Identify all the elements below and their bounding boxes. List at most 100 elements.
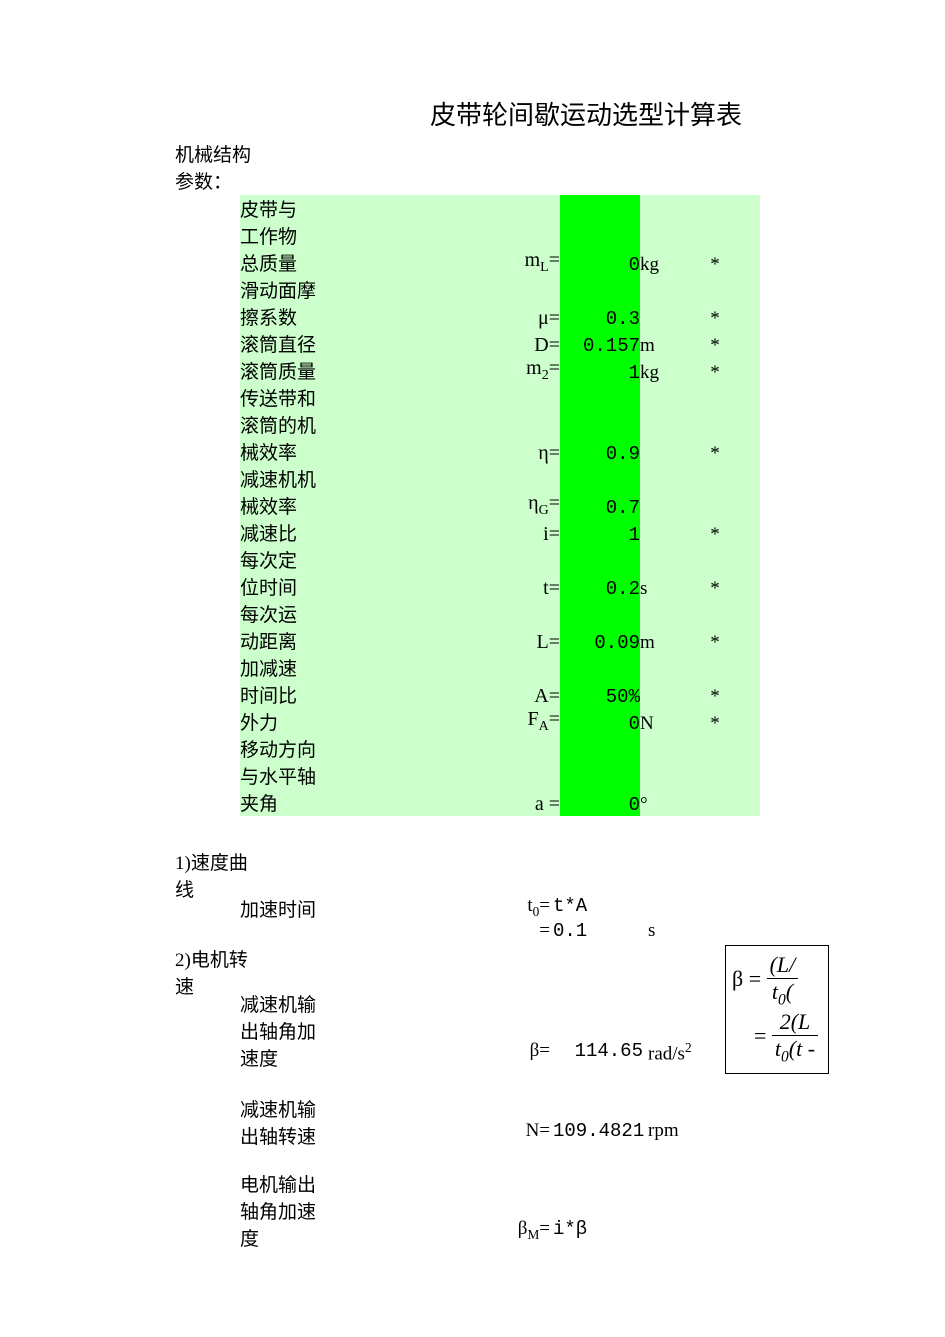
accel-time-label: 加速时间 [240,895,320,922]
param-value[interactable]: 1 [560,519,640,546]
param-required: * [700,519,730,546]
param-unit [640,384,700,411]
param-value[interactable]: 0.2 [560,573,640,600]
param-label: 滑动面摩 [240,276,320,303]
table-row: 滑动面摩 [240,276,760,303]
blank [730,222,760,249]
param-required [700,654,730,681]
param-label: 减速机机 [240,465,320,492]
spacer [320,411,482,438]
param-value[interactable]: 0.9 [560,438,640,465]
param-value[interactable]: 50% [560,681,640,708]
param-unit: kg [640,357,700,384]
accel-time-eq: = [490,920,550,942]
formula-num2: 2(L [772,1009,818,1036]
param-value[interactable]: 0.09 [560,627,640,654]
table-row: 总质量mL=0kg* [240,249,760,276]
param-label: 夹角 [240,789,320,816]
spacer [320,519,482,546]
spacer [320,330,482,357]
beta-label: 减速机输出轴角加速度 [240,990,320,1071]
param-symbol: L= [482,627,560,654]
param-value[interactable]: 0 [560,789,640,816]
param-value[interactable]: 0.7 [560,492,640,519]
param-required: * [700,681,730,708]
n-label: 减速机输出轴转速 [240,1095,320,1149]
param-value[interactable]: 0 [560,249,640,276]
param-value[interactable] [560,195,640,222]
param-value[interactable] [560,411,640,438]
param-required: * [700,303,730,330]
blank [730,573,760,600]
param-unit [640,303,700,330]
param-required: * [700,573,730,600]
table-row: 传送带和 [240,384,760,411]
param-symbol [482,195,560,222]
param-value[interactable] [560,735,640,762]
param-value[interactable] [560,384,640,411]
param-symbol [482,546,560,573]
param-unit: s [640,573,700,600]
param-value[interactable]: 0.3 [560,303,640,330]
param-unit [640,195,700,222]
blank [730,546,760,573]
param-value[interactable] [560,276,640,303]
table-row: 移动方向 [240,735,760,762]
param-symbol [482,276,560,303]
table-row: 动距离L=0.09m* [240,627,760,654]
table-row: 时间比A=50%* [240,681,760,708]
param-unit [640,681,700,708]
spacer [320,654,482,681]
n-unit: rpm [648,1120,679,1142]
param-label: 皮带与 [240,195,320,222]
param-label: 动距离 [240,627,320,654]
section-params-label: 机械结构参数： [175,140,255,194]
param-unit [640,546,700,573]
accel-time-symbol: t0= [460,895,550,920]
param-value[interactable]: 0 [560,708,640,735]
param-label: 械效率 [240,438,320,465]
blank [730,681,760,708]
param-required [700,600,730,627]
table-row: 擦系数μ=0.3* [240,303,760,330]
spacer [320,276,482,303]
blank [730,465,760,492]
spacer [320,492,482,519]
param-unit [640,276,700,303]
accel-time-unit: s [648,920,655,942]
param-unit [640,735,700,762]
param-value[interactable]: 0.157 [560,330,640,357]
param-value[interactable] [560,546,640,573]
spacer [320,573,482,600]
section-1-label: 1)速度曲线 [175,848,255,902]
n-value: 109.4821 [553,1120,643,1142]
spacer [320,303,482,330]
param-required: * [700,708,730,735]
param-value[interactable] [560,222,640,249]
param-label: 每次定 [240,546,320,573]
blank [730,789,760,816]
param-symbol: a = [482,789,560,816]
blank [730,330,760,357]
param-required [700,546,730,573]
spacer [320,384,482,411]
table-row: 加减速 [240,654,760,681]
param-symbol: η= [482,438,560,465]
param-value[interactable] [560,465,640,492]
table-row: 减速机机 [240,465,760,492]
param-value[interactable] [560,600,640,627]
param-unit [640,519,700,546]
param-required: * [700,330,730,357]
spacer [320,681,482,708]
param-value[interactable] [560,762,640,789]
param-value[interactable] [560,654,640,681]
betam-symbol: βM= [460,1218,550,1243]
param-symbol: i= [482,519,560,546]
param-unit [640,492,700,519]
param-label: 与水平轴 [240,762,320,789]
param-symbol: FA= [482,708,560,735]
param-required [700,492,730,519]
param-value[interactable]: 1 [560,357,640,384]
betam-expr: i*β [553,1218,613,1240]
blank [730,519,760,546]
